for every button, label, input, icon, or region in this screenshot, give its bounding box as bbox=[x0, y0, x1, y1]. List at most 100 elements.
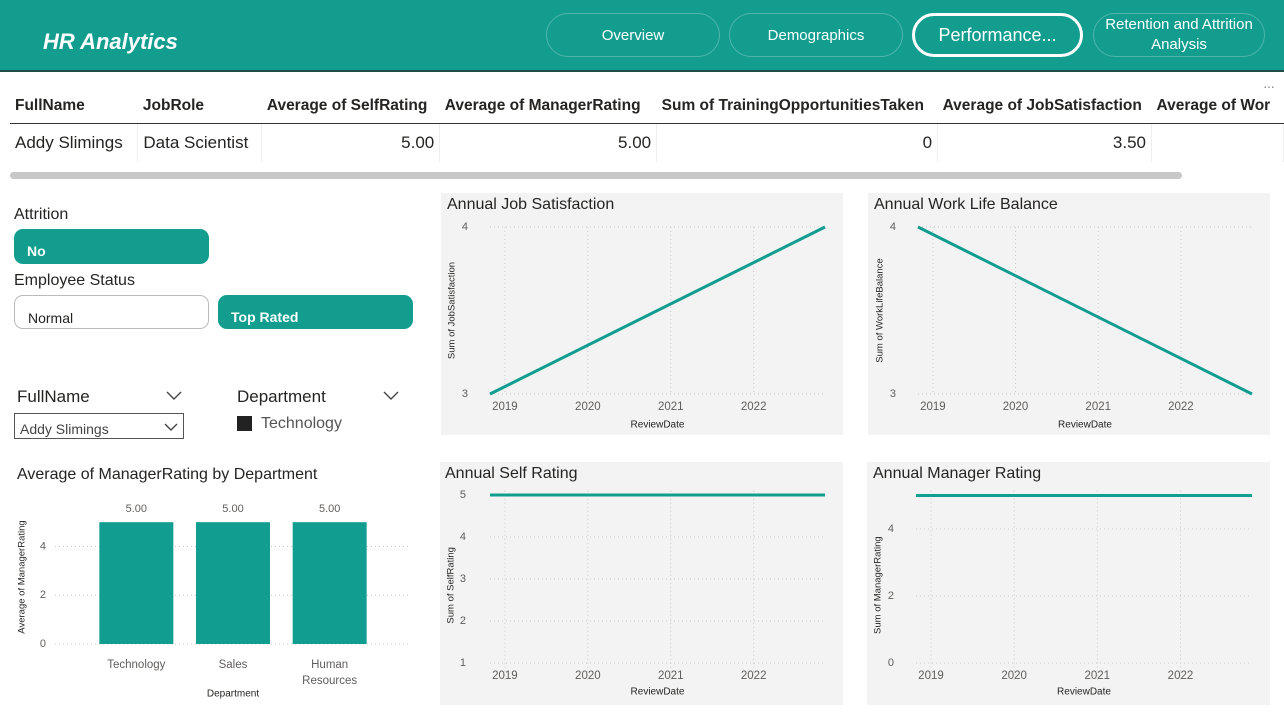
slicer-label: FullName bbox=[17, 387, 90, 406]
table-cell: Addy Slimings bbox=[10, 123, 139, 162]
column-header[interactable]: FullName bbox=[10, 88, 138, 124]
panel bbox=[441, 193, 843, 435]
y-tick-label: 3 bbox=[462, 388, 468, 400]
x-axis-label: ReviewDate bbox=[631, 687, 685, 698]
slicer-button[interactable]: Top Rated bbox=[218, 295, 413, 329]
panel bbox=[868, 193, 1270, 435]
data-label: 5.00 bbox=[222, 503, 243, 515]
nav-button[interactable]: Performance... bbox=[912, 13, 1083, 57]
y-tick-label: 4 bbox=[460, 531, 466, 543]
table-cell: 3.50 bbox=[937, 123, 1153, 162]
table-cell: 5.00 bbox=[439, 123, 658, 162]
dropdown[interactable]: Addy Slimings bbox=[14, 413, 184, 439]
x-tick-label: 2022 bbox=[1168, 670, 1194, 682]
nav-button[interactable]: Retention and Attrition Analysis bbox=[1093, 13, 1265, 57]
x-tick-label: 2020 bbox=[575, 670, 601, 682]
x-tick-label: 2019 bbox=[492, 670, 518, 682]
slicer-label: Department bbox=[237, 387, 326, 406]
x-tick-label-line: Human bbox=[311, 659, 348, 671]
header: HR Analytics Overview Demographics Perfo… bbox=[0, 0, 1284, 72]
panel bbox=[867, 462, 1270, 705]
y-axis-label: Average of ManagerRating bbox=[17, 520, 28, 633]
chart-title: Annual Work Life Balance bbox=[874, 196, 1058, 213]
data-label: 5.00 bbox=[126, 503, 147, 515]
y-tick-label: 0 bbox=[40, 638, 46, 650]
table-cell: 5.00 bbox=[261, 123, 441, 162]
y-axis-label: Sum of WorkLifeBalance bbox=[875, 258, 886, 362]
y-tick-label: 3 bbox=[460, 573, 466, 585]
column-header[interactable]: Average of ManagerRating bbox=[439, 88, 657, 124]
chart-title: Average of ManagerRating by Department bbox=[17, 466, 318, 483]
nav-button[interactable]: Demographics bbox=[729, 13, 903, 57]
chevron[interactable] bbox=[383, 391, 399, 400]
x-tick-label: 2021 bbox=[1085, 670, 1111, 682]
checkbox[interactable] bbox=[237, 416, 252, 431]
y-tick-label: 4 bbox=[890, 221, 896, 233]
line bbox=[489, 225, 826, 396]
data-table: FullName JobRole Average of SelfRating A… bbox=[10, 88, 1284, 162]
x-axis-label: Department bbox=[207, 689, 259, 700]
y-tick-label: 1 bbox=[460, 657, 466, 669]
chart-title: Annual Self Rating bbox=[445, 465, 578, 482]
bar bbox=[292, 522, 367, 644]
y-axis-label: Sum of ManagerRating bbox=[873, 536, 884, 634]
x-axis-label: ReviewDate bbox=[631, 420, 685, 431]
x-tick-label: Sales bbox=[219, 659, 248, 671]
x-tick-label: 2020 bbox=[575, 401, 601, 413]
x-tick-label: 2020 bbox=[1003, 401, 1029, 413]
bar bbox=[99, 522, 174, 644]
nav-button[interactable]: Overview bbox=[546, 13, 720, 57]
y-tick-label: 3 bbox=[890, 388, 896, 400]
line bbox=[917, 225, 1253, 396]
chart-title: Annual Manager Rating bbox=[873, 465, 1041, 482]
x-tick-label: Technology bbox=[107, 659, 165, 671]
x-tick-label: 2019 bbox=[492, 401, 518, 413]
y-tick-label: 5 bbox=[460, 489, 466, 501]
chevron[interactable] bbox=[164, 423, 178, 431]
x-tick-label-line: Resources bbox=[302, 675, 357, 687]
slicer-button[interactable]: Normal bbox=[14, 295, 209, 329]
table-cell bbox=[1151, 123, 1284, 162]
column-header[interactable]: JobRole bbox=[137, 88, 262, 124]
y-axis-label: Sum of SelfRating bbox=[446, 547, 457, 624]
y-tick-label: 0 bbox=[888, 657, 894, 669]
x-tick-label: 2022 bbox=[741, 401, 767, 413]
column-header[interactable]: Sum of TrainingOpportunitiesTaken bbox=[656, 88, 938, 124]
slicer-button[interactable]: No bbox=[14, 229, 209, 264]
y-tick-label: 4 bbox=[888, 523, 894, 535]
chart-title: Annual Job Satisfaction bbox=[447, 196, 614, 213]
x-axis-label: ReviewDate bbox=[1057, 687, 1111, 698]
table-cell: 0 bbox=[656, 123, 939, 162]
slicer-label: Employee Status bbox=[14, 272, 135, 289]
app-title: HR Analytics bbox=[43, 29, 178, 54]
y-tick-label: 4 bbox=[462, 221, 468, 233]
chevrons bbox=[164, 391, 399, 431]
x-tick-label: 2021 bbox=[658, 670, 684, 682]
x-tick-label: 2019 bbox=[918, 670, 944, 682]
column-header[interactable]: Average of SelfRating bbox=[261, 88, 440, 124]
x-tick-label: Human Resources bbox=[302, 659, 357, 687]
chevron[interactable] bbox=[166, 391, 182, 400]
slicer-label: Attrition bbox=[14, 206, 69, 223]
y-tick-label: 2 bbox=[888, 590, 894, 602]
x-tick-label: 2019 bbox=[920, 401, 946, 413]
column-header[interactable]: Average of JobSatisfaction bbox=[937, 88, 1152, 124]
x-tick-label: 2022 bbox=[1168, 401, 1194, 413]
table-header: FullName JobRole Average of SelfRating A… bbox=[10, 88, 1284, 124]
more-options[interactable]: ··· bbox=[1263, 78, 1275, 94]
column-header[interactable]: Average of Wor bbox=[1151, 88, 1284, 124]
slicer-item[interactable]: Technology bbox=[261, 415, 342, 432]
x-tick-label: 2022 bbox=[741, 670, 767, 682]
data-label: 5.00 bbox=[319, 503, 340, 515]
scrollbar[interactable] bbox=[10, 172, 1182, 179]
panel bbox=[440, 462, 843, 705]
y-tick-label: 2 bbox=[40, 589, 46, 601]
x-tick-label: 2021 bbox=[1085, 401, 1111, 413]
y-axis-label: Sum of JobSatisfaction bbox=[447, 262, 458, 359]
x-tick-label: 2020 bbox=[1001, 670, 1027, 682]
bar bbox=[196, 522, 270, 644]
x-tick-label: 2021 bbox=[658, 401, 684, 413]
x-axis-label: ReviewDate bbox=[1058, 420, 1112, 431]
